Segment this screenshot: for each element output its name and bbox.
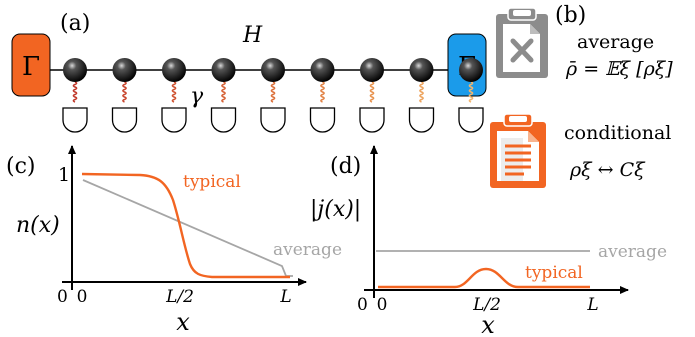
bath-left-label: Γ	[22, 52, 40, 82]
bath-left-box	[11, 33, 51, 97]
detector-icon	[260, 107, 286, 133]
crossed-clipboard-icon	[496, 7, 548, 78]
site-spring	[171, 81, 177, 103]
detector-icon	[309, 107, 336, 133]
chain-site	[459, 58, 483, 82]
site-spring	[419, 81, 424, 103]
document-clipboard-icon	[490, 113, 546, 188]
panel-d-xlabel: x	[481, 311, 495, 337]
panel-c-y-tick-1: 1	[58, 164, 70, 186]
panel-d: (d) |j(x)| 0 0 L/2 L x average typical	[310, 145, 667, 337]
panel-d-x-tick-L: L	[586, 295, 598, 315]
chain-site	[112, 58, 137, 82]
chain-site	[63, 58, 87, 82]
detector-icon	[408, 107, 435, 133]
panel-d-x-tick-0: 0	[377, 295, 388, 315]
panel-b-label: (b)	[555, 3, 586, 28]
average-label-b: average	[577, 31, 654, 53]
panel-d-average-label: average	[598, 242, 667, 262]
panel-c-ylabel: n(x)	[16, 213, 60, 238]
site-spring	[320, 81, 325, 103]
conditional-formula: ρξ ↔ Cξ	[569, 159, 646, 181]
panel-d-typical-curve	[378, 267, 590, 289]
chain-site	[261, 58, 285, 82]
coupling-label: γ	[190, 84, 204, 109]
average-formula: ρ̄ = 𝔼ξ [ρξ]	[565, 58, 673, 80]
panel-c-label: (c)	[6, 154, 36, 179]
detector-icon	[161, 107, 187, 133]
panel-c-x-tick-half: L/2	[165, 287, 194, 307]
conditional-label: conditional	[564, 122, 671, 144]
chain-sites	[62, 58, 484, 133]
panel-a: (a) H Γ Γ γ	[11, 11, 487, 133]
site-spring	[369, 81, 375, 103]
detector-icon	[111, 107, 138, 133]
panel-c-typical-curve	[81, 172, 290, 279]
panel-c-origin: 0	[57, 287, 68, 307]
panel-a-label: (a)	[60, 11, 90, 36]
site-spring	[270, 81, 276, 103]
detector-icon	[359, 107, 385, 133]
panel-c-xlabel: x	[176, 308, 190, 336]
panel-c-typical-label: typical	[183, 172, 241, 192]
panel-c-average-label: average	[273, 240, 342, 260]
detector-icon	[62, 107, 88, 133]
chain-site	[211, 58, 236, 82]
panel-c: (c) 1 n(x) 0 0 L/2 L x typical average	[6, 145, 342, 336]
panel-d-origin: 0	[357, 295, 368, 315]
chain-site	[310, 58, 335, 82]
panel-c-x-tick-0: 0	[77, 287, 88, 307]
detector-icon	[210, 107, 237, 133]
chain-site	[409, 58, 434, 82]
chain-site	[360, 58, 384, 82]
panel-d-typical-label: typical	[525, 263, 583, 283]
site-spring	[122, 81, 127, 103]
site-spring	[221, 81, 226, 103]
panel-d-label: (d)	[330, 154, 361, 179]
panel-d-ylabel: |j(x)|	[310, 197, 361, 222]
chain-site	[162, 58, 186, 82]
site-spring	[468, 81, 474, 103]
hamiltonian-label: H	[242, 23, 263, 48]
panel-d-x-tick-half: L/2	[472, 295, 501, 315]
panel-c-x-tick-L: L	[279, 287, 291, 307]
detector-icon	[458, 107, 484, 133]
panel-b: (b) average ρ̄ = 𝔼ξ [ρξ] conditional	[490, 3, 673, 188]
site-spring	[72, 81, 78, 103]
